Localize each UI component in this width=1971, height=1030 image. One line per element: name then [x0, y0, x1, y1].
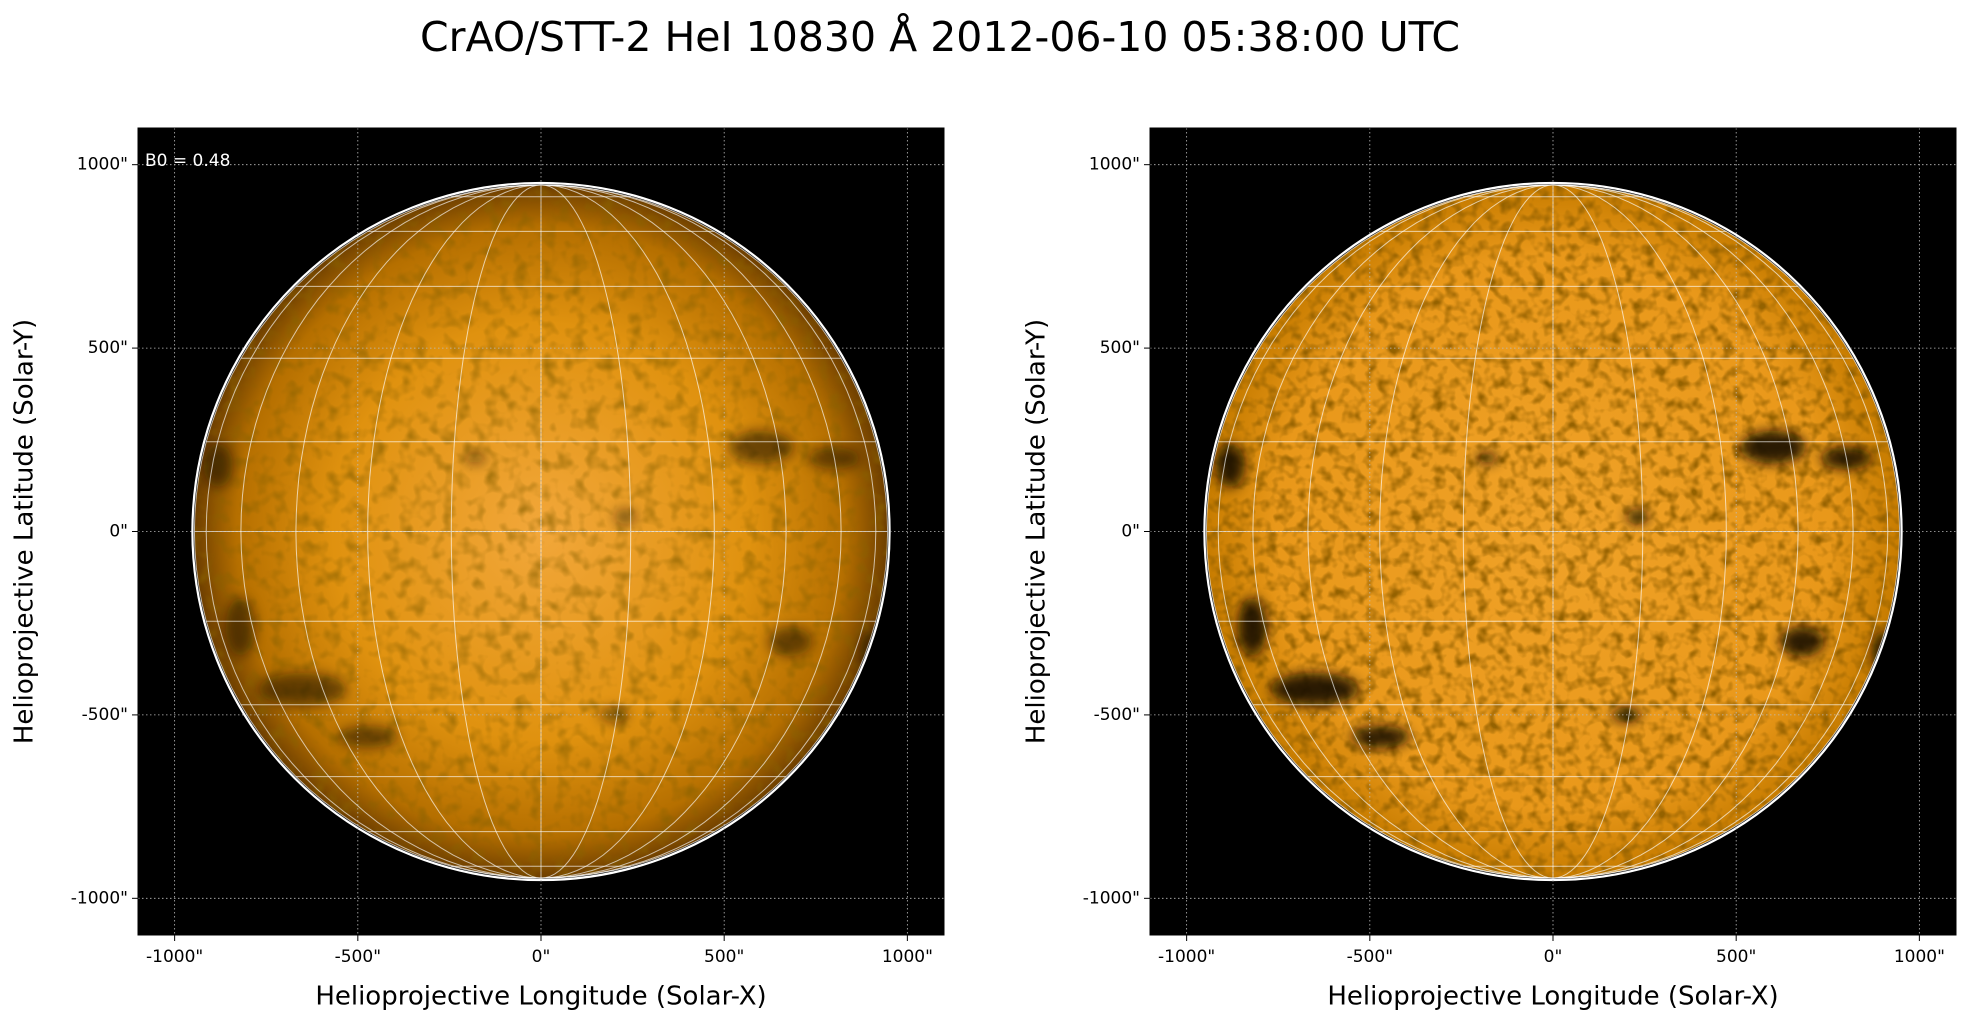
longitude-line — [1307, 184, 1554, 879]
filament — [768, 626, 813, 657]
x-tick-label: 1000" — [1894, 947, 1945, 967]
y-axis-label: Helioprojective Latitude (Solar-Y) — [1022, 319, 1052, 744]
filament — [1215, 443, 1245, 488]
x-tick-label: 0" — [532, 947, 551, 967]
y-tick-label: -1000" — [1083, 888, 1140, 908]
x-axis-label: Helioprojective Longitude (Solar-X) — [1327, 982, 1778, 1012]
figure-title: CrAO/STT-2 HeI 10830 Å 2012-06-10 05:38:… — [420, 13, 1460, 61]
filament — [339, 725, 398, 748]
y-tick-label: 1000" — [1089, 155, 1140, 175]
y-axis-label: Helioprojective Latitude (Solar-Y) — [10, 319, 40, 744]
filament — [1740, 430, 1807, 464]
longitude-line — [1552, 184, 1889, 879]
panel: -1000" -500" 0" 500" 1000" -1000" -500" 0" 500" 1… — [1022, 127, 1957, 1012]
filament — [203, 443, 233, 488]
filament — [1780, 626, 1825, 657]
y-tick-label: 0" — [109, 522, 128, 542]
x-tick-label: 500" — [704, 947, 744, 967]
filament — [1475, 452, 1498, 464]
x-tick-label: -1000" — [146, 947, 203, 967]
annotation: B0 = 0.48 — [145, 151, 230, 171]
longitude-line — [540, 184, 842, 879]
filament — [463, 452, 486, 464]
x-tick-label: 500" — [1716, 947, 1756, 967]
filament — [258, 672, 347, 706]
y-tick-label: -500" — [1094, 705, 1140, 725]
longitude-line — [240, 184, 542, 879]
axes-frame — [137, 127, 945, 936]
longitude-line — [1252, 184, 1554, 879]
y-tick-label: 500" — [88, 338, 128, 358]
y-tick-label: 0" — [1121, 522, 1140, 542]
heliographic-grid — [193, 184, 889, 879]
x-tick-label: -500" — [335, 947, 381, 967]
y-tick-label: -500" — [82, 705, 128, 725]
longitude-line — [295, 184, 542, 879]
filament — [614, 509, 637, 525]
y-tick-label: 500" — [1100, 338, 1140, 358]
x-tick-label: 0" — [1544, 947, 1563, 967]
longitude-line — [1379, 184, 1554, 879]
longitude-line — [367, 184, 542, 879]
y-tick-label: -1000" — [71, 888, 128, 908]
x-tick-label: -500" — [1347, 947, 1393, 967]
filament — [225, 597, 255, 657]
axes-frame — [1149, 127, 1957, 936]
longitude-line — [1552, 184, 1854, 879]
heliographic-grid — [1205, 184, 1901, 879]
y-tick-label: 1000" — [77, 155, 128, 175]
longitude-line — [1552, 184, 1901, 879]
filament — [1237, 597, 1267, 657]
longitude-line — [540, 184, 889, 879]
filament — [1351, 725, 1410, 748]
longitude-line — [540, 184, 877, 879]
x-tick-label: -1000" — [1158, 947, 1215, 967]
panel: -1000" -500" 0" 500" 1000" -1000" -500" 0" 500" 1… — [10, 127, 945, 1012]
filament — [1270, 672, 1359, 706]
x-tick-label: 1000" — [882, 947, 933, 967]
filament — [1626, 509, 1649, 525]
filament — [728, 430, 795, 464]
x-axis-label: Helioprojective Longitude (Solar-X) — [315, 982, 766, 1012]
